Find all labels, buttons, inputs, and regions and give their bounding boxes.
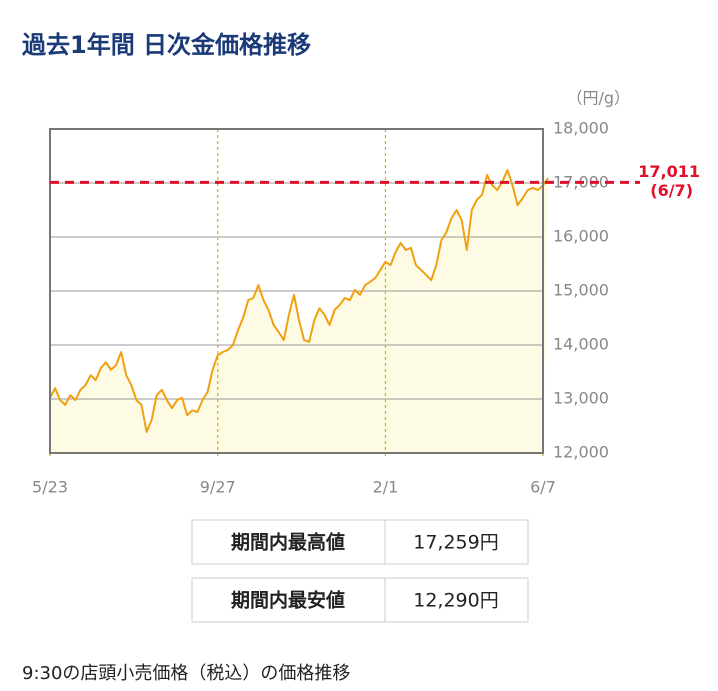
reference-date: (6/7) bbox=[650, 181, 693, 200]
x-tick-label: 6/7 bbox=[530, 478, 556, 497]
footer: 9:30の店頭小売価格（税込）の価格推移 bbox=[22, 663, 350, 684]
y-tick-label: 12,000 bbox=[553, 443, 609, 462]
table-cell bbox=[191, 519, 386, 565]
title: 過去1年間 日次金価格推移 bbox=[22, 31, 311, 59]
row-label: 期間内最安値 bbox=[231, 589, 345, 612]
x-tick-label: 5/23 bbox=[32, 478, 68, 497]
y-tick-label: 18,000 bbox=[553, 119, 609, 138]
y-tick-label: 13,000 bbox=[553, 389, 609, 408]
x-tick-label: 2/1 bbox=[373, 478, 399, 497]
table-cell bbox=[384, 519, 529, 565]
row-label: 期間内最高値 bbox=[231, 531, 345, 554]
unit-label: （円/g） bbox=[566, 89, 630, 108]
plot-frame bbox=[49, 128, 544, 454]
area bbox=[50, 170, 549, 453]
y-tick-label: 16,000 bbox=[553, 227, 609, 246]
row-value: 12,290円 bbox=[413, 590, 498, 612]
y-tick-label: 15,000 bbox=[553, 281, 609, 300]
x-tick-label: 9/27 bbox=[200, 478, 236, 497]
table-cell bbox=[191, 577, 386, 623]
line bbox=[49, 169, 549, 433]
row-value: 17,259円 bbox=[413, 532, 498, 554]
y-tick-label: 14,000 bbox=[553, 335, 609, 354]
table-cell bbox=[384, 577, 529, 623]
reference-label: 17,011 bbox=[638, 162, 700, 181]
